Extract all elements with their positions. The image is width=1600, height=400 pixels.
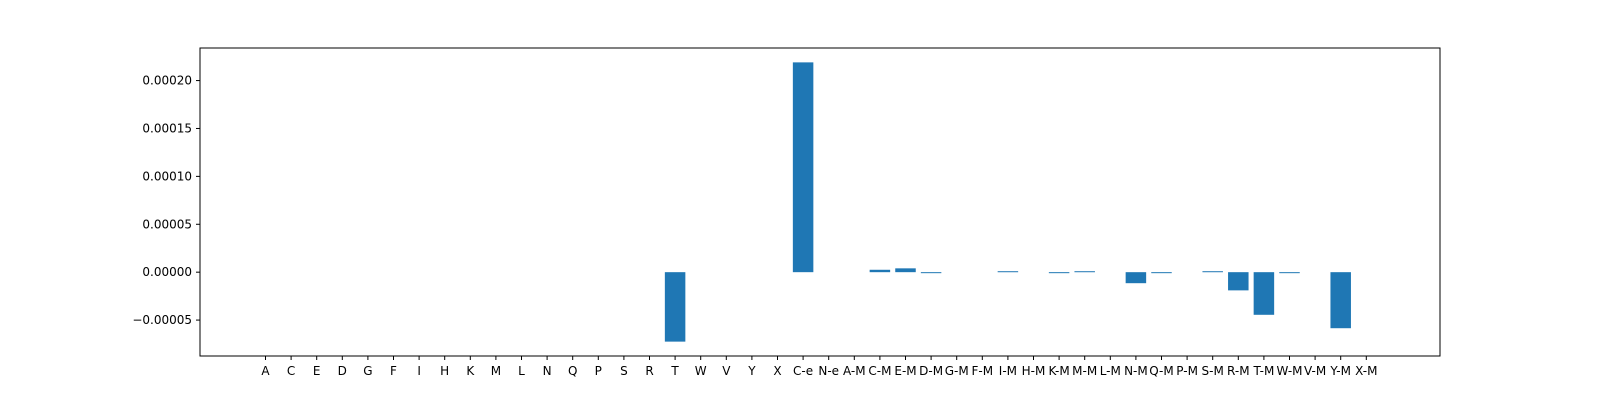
bar-R-M <box>1228 272 1249 291</box>
x-tick-label: P <box>595 364 602 378</box>
x-tick-label: Y <box>747 364 756 378</box>
x-tick-label: Q-M <box>1149 364 1173 378</box>
bar-T <box>664 272 686 342</box>
x-tick-label: C-M <box>868 364 891 378</box>
x-tick-label: D-M <box>919 364 943 378</box>
x-tick-label: W-M <box>1276 364 1302 378</box>
y-tick-label: −0.00005 <box>132 313 192 327</box>
bar-C-M <box>869 269 891 273</box>
x-axis: A C E D G F I H K M L N Q P S R T W V Y X C-e N-e A-M C-M E-M D-M G… <box>261 356 1377 378</box>
x-tick-label: V-M <box>1304 364 1326 378</box>
x-tick-label: F-M <box>972 364 994 378</box>
x-tick-label: F <box>390 364 397 378</box>
x-tick-label: A-M <box>843 364 866 378</box>
x-tick-label: C <box>287 364 295 378</box>
x-tick-label: E <box>313 364 321 378</box>
bar-Y-M <box>1330 272 1351 329</box>
x-tick-label: N-M <box>1124 364 1148 378</box>
x-tick-label: D <box>338 364 347 378</box>
y-tick-label: 0.00005 <box>142 217 192 231</box>
x-tick-label: K <box>466 364 475 378</box>
x-tick-label: X <box>773 364 781 378</box>
x-tick-label: H-M <box>1022 364 1046 378</box>
x-tick-label: E-M <box>894 364 916 378</box>
x-tick-label: M-M <box>1072 364 1097 378</box>
bar-K-M <box>1048 272 1070 274</box>
x-tick-label: K-M <box>1048 364 1069 378</box>
x-tick-label: A <box>261 364 270 378</box>
y-tick-label: 0.00010 <box>142 169 192 183</box>
x-tick-label: G-M <box>945 364 969 378</box>
x-tick-label: W <box>695 364 707 378</box>
x-tick-label: I <box>417 364 421 378</box>
bar-M-M <box>1074 271 1095 273</box>
x-tick-label: G <box>363 364 372 378</box>
y-axis: −0.00005 0.00000 0.00005 0.00010 0.00015 0.00… <box>132 74 200 327</box>
x-tick-label: V <box>722 364 731 378</box>
y-tick-label: 0.00020 <box>142 74 192 88</box>
x-tick-label: R-M <box>1227 364 1250 378</box>
x-tick-label: T <box>670 364 679 378</box>
x-tick-label: S <box>620 364 628 378</box>
x-tick-label: N-e <box>818 364 839 378</box>
x-tick-label: C-e <box>793 364 813 378</box>
bar-T-M <box>1253 272 1275 315</box>
x-tick-label: I-M <box>999 364 1017 378</box>
y-tick-label: 0.00015 <box>142 121 192 135</box>
bar-C-e <box>792 62 814 273</box>
bar-N-M <box>1125 272 1147 284</box>
plot-area-frame <box>199 47 1441 357</box>
x-tick-label: S-M <box>1202 364 1224 378</box>
x-tick-label: Q <box>568 364 577 378</box>
x-tick-label: Y-M <box>1329 364 1351 378</box>
y-tick-label: 0.00000 <box>142 265 192 279</box>
x-tick-label: L-M <box>1100 364 1121 378</box>
x-tick-label: N <box>543 364 552 378</box>
bar-I-M <box>997 271 1019 273</box>
bar-W-M <box>1279 272 1300 274</box>
bar-Q-M <box>1151 272 1172 274</box>
x-tick-label: M <box>491 364 501 378</box>
x-tick-label: X-M <box>1355 364 1377 378</box>
bar-D-M <box>920 272 942 274</box>
bar-S-M <box>1202 271 1223 273</box>
x-tick-label: R <box>645 364 653 378</box>
x-tick-label: P-M <box>1176 364 1198 378</box>
x-tick-label: H <box>440 364 449 378</box>
bars-group <box>664 62 1351 342</box>
bar-E-M <box>895 268 916 273</box>
x-tick-label: L <box>518 364 525 378</box>
x-tick-label: T-M <box>1252 364 1274 378</box>
